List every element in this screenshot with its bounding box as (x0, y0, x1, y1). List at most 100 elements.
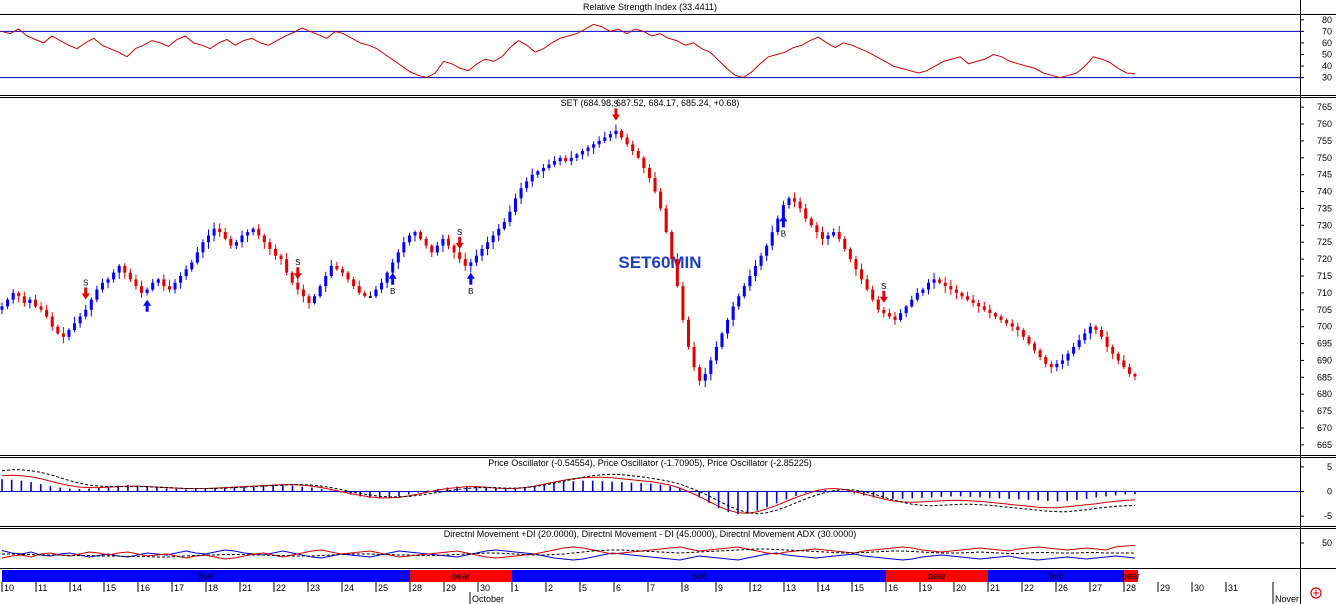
month-label: October (472, 594, 504, 604)
date-tick-label: 11 (38, 583, 47, 593)
candle-body (926, 282, 931, 290)
candle-body (541, 167, 545, 172)
candle-body (938, 279, 942, 283)
candle-body (954, 289, 958, 293)
candle-body (636, 151, 640, 158)
candle-body (943, 282, 947, 287)
date-tick-label: 29 (446, 583, 456, 593)
candle-body (804, 208, 808, 219)
candle-body (1005, 319, 1009, 324)
axis-tick-label: 50 (1322, 538, 1332, 548)
dmi-minus-line (1, 545, 1136, 560)
candle-body (11, 292, 15, 300)
candle-body (190, 262, 194, 270)
candle-body (307, 296, 311, 304)
candle-body (580, 151, 584, 155)
candle-body (441, 238, 445, 246)
candle-body (201, 242, 205, 253)
candle-body (876, 299, 880, 310)
rsi-pane (0, 23, 1300, 79)
candle-body (39, 306, 43, 310)
candle-body (586, 147, 590, 152)
candle-body (859, 269, 864, 280)
y-axes: 3040506070806656706756806856906957007057… (1300, 15, 1332, 548)
candle-body (737, 296, 741, 307)
candle-body (770, 232, 774, 246)
candle-body (413, 232, 417, 236)
candle-body (469, 262, 473, 266)
axis-tick-label: 0 (1327, 487, 1332, 497)
candle-body (915, 292, 919, 300)
candle-body (653, 178, 657, 192)
candle-body (179, 276, 183, 283)
candle-body (887, 313, 891, 317)
oscillator-signal-line (1, 474, 1136, 514)
candle-body (1099, 330, 1104, 337)
candle-body (508, 211, 512, 222)
candle-body (949, 286, 953, 290)
candle-body (793, 198, 797, 202)
candle-body (273, 248, 278, 256)
candle-body (843, 238, 847, 249)
candle-body (865, 279, 869, 290)
candle-body (279, 255, 283, 260)
candle-body (234, 242, 238, 246)
candle-body (882, 309, 886, 314)
candle-body (335, 265, 339, 270)
candle-body (379, 282, 384, 290)
candle-body (246, 232, 250, 236)
date-tick-label: 14 (820, 583, 830, 593)
candle-body (709, 360, 713, 374)
trend-band-segment (988, 570, 1124, 582)
candle-body (1060, 360, 1064, 364)
candle-body (402, 242, 406, 253)
candle-body (647, 167, 651, 179)
candle-body (140, 286, 144, 293)
candle-body (592, 144, 596, 148)
oscillator-title: Price Oscillator (-0.54554), Price Oscil… (488, 458, 812, 468)
candle-body (899, 313, 903, 320)
candle-body (703, 373, 707, 381)
trend-band-segment (512, 570, 886, 582)
candle-body (67, 330, 71, 337)
dmi-title: Directnl Movement +DI (20.0000), Directn… (444, 529, 856, 539)
buy-signal-label: B (390, 287, 395, 296)
candle-body (742, 286, 746, 297)
candle-body (642, 157, 646, 168)
candle-body (536, 171, 540, 175)
buy-signal-label: B (468, 287, 473, 296)
date-tick-label: 26 (1058, 583, 1068, 593)
date-tick-label: 1 (514, 583, 519, 593)
candle-body (731, 306, 735, 320)
candle-body (525, 181, 529, 189)
sell-signal-arrow (611, 108, 620, 121)
buy-signal-arrow (388, 272, 397, 285)
zoom-icon[interactable] (1310, 587, 1322, 599)
candle-body (547, 164, 551, 168)
axis-tick-label: 710 (1317, 288, 1332, 298)
candle-body (446, 238, 451, 246)
candle-body (28, 299, 32, 304)
candle-body (22, 296, 26, 304)
candle-body (212, 228, 216, 236)
candle-body (84, 309, 88, 317)
candle-body (966, 296, 970, 300)
candle-body (798, 201, 802, 209)
candle-body (999, 316, 1003, 320)
candle-body (513, 198, 518, 212)
candle-body (1127, 367, 1131, 374)
candle-body (854, 259, 858, 270)
date-tick-label: 8 (684, 583, 689, 593)
candle-body (352, 279, 356, 287)
candle-body (223, 232, 227, 239)
candle-body (659, 191, 663, 209)
candle-body (921, 289, 925, 293)
candle-body (497, 228, 501, 236)
candle-body (910, 299, 914, 307)
candle-body (491, 235, 495, 243)
dmi-plus-line (1, 549, 1136, 561)
candle-body (1027, 336, 1031, 344)
candle-body (698, 367, 702, 381)
date-tick-label: 28 (412, 583, 422, 593)
